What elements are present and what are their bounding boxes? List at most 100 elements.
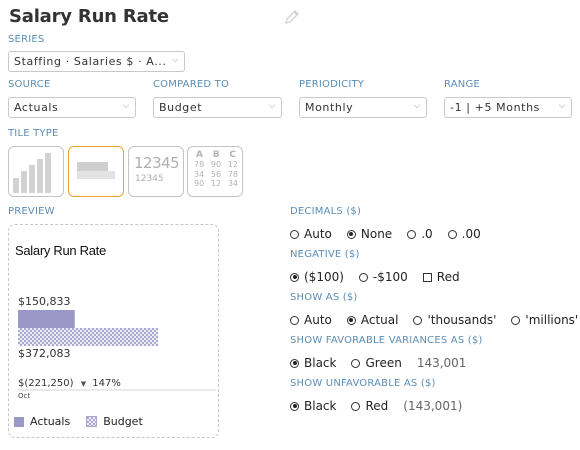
radio-button[interactable] xyxy=(351,358,361,368)
radio-button[interactable] xyxy=(447,229,457,239)
period-label: Oct xyxy=(18,392,31,400)
option-label: Black xyxy=(304,399,337,413)
table-tile-cell: 90 xyxy=(210,160,222,169)
table-tile-cell: 78 xyxy=(194,160,205,169)
table-tile-grid: A B C 78 90 12 34 56 78 90 12 34 xyxy=(194,150,238,189)
series-select[interactable]: Staffing · Salaries $ · A... ⌵ xyxy=(8,51,185,72)
tile-type-horizontal-bar[interactable] xyxy=(68,146,124,197)
tile-type-table[interactable]: A B C 78 90 12 34 56 78 90 12 34 xyxy=(187,146,243,197)
legend-actuals-swatch xyxy=(14,416,24,427)
compared-to-label: COMPARED TO xyxy=(153,79,230,90)
option-label: Auto xyxy=(304,313,332,327)
number-tile-big: 12345 xyxy=(134,154,180,172)
series-label: SERIES xyxy=(8,34,45,45)
radio-button[interactable] xyxy=(346,229,356,239)
legend-actuals-label: Actuals xyxy=(30,415,71,428)
legend-budget-swatch xyxy=(86,416,98,427)
preview-legend: Actuals Budget xyxy=(14,415,143,428)
option-label: .0 xyxy=(421,227,433,241)
negative-label: NEGATIVE ($) xyxy=(290,249,360,260)
compared-to-select[interactable]: Budget ⌵ xyxy=(153,97,282,118)
periodicity-value: Monthly xyxy=(305,101,354,114)
checkbox[interactable] xyxy=(422,272,432,282)
tile-type-bar-chart[interactable] xyxy=(8,146,64,197)
range-select[interactable]: -1 | +5 Months ⌵ xyxy=(444,97,572,118)
decimals-option-one[interactable]: .0 xyxy=(407,227,433,241)
variance-value: $(221,250) xyxy=(18,378,74,389)
range-value: -1 | +5 Months xyxy=(450,101,540,114)
show-as-options: Auto Actual 'thousands' 'millions' xyxy=(290,313,578,327)
decimals-options: Auto None .0 .00 xyxy=(290,227,481,241)
option-label: None xyxy=(360,227,393,241)
favorable-option-black[interactable]: Black xyxy=(290,356,336,370)
number-tile-small: 12345 xyxy=(135,174,164,184)
favorable-sample: 143,001 xyxy=(416,356,467,370)
budget-bar xyxy=(18,328,158,346)
radio-button[interactable] xyxy=(346,315,356,325)
decimals-option-none[interactable]: None xyxy=(346,227,393,241)
show-as-option-auto[interactable]: Auto xyxy=(290,313,332,327)
unfavorable-label: SHOW UNFAVORABLE AS ($) xyxy=(290,378,436,389)
source-label: SOURCE xyxy=(8,79,51,90)
radio-button[interactable] xyxy=(358,272,368,282)
negative-options: ($100) -$100 Red xyxy=(290,270,460,284)
show-as-option-actual[interactable]: Actual xyxy=(346,313,399,327)
preview-label: PREVIEW xyxy=(8,206,55,217)
option-label: Black xyxy=(304,356,337,370)
option-label: Green xyxy=(365,356,402,370)
page-title: Salary Run Rate xyxy=(9,6,169,27)
decimals-label: DECIMALS ($) xyxy=(290,206,362,217)
radio-button[interactable] xyxy=(407,229,417,239)
unfavorable-option-black[interactable]: Black xyxy=(290,399,336,413)
show-as-option-millions[interactable]: 'millions' xyxy=(511,313,578,327)
series-value: Staffing · Salaries $ · A... xyxy=(14,55,167,68)
periodicity-label: PERIODICITY xyxy=(299,79,365,90)
source-select[interactable]: Actuals ⌵ xyxy=(8,97,136,118)
radio-button[interactable] xyxy=(290,401,299,411)
table-tile-cell: 90 xyxy=(194,179,205,188)
negative-red-checkbox[interactable]: Red xyxy=(422,270,460,284)
option-label: 'thousands' xyxy=(427,313,497,327)
tile-type-number[interactable]: 12345 12345 xyxy=(128,146,184,197)
variance-percent: 147% xyxy=(92,378,121,389)
pencil-icon[interactable] xyxy=(283,8,301,26)
favorable-label: SHOW FAVORABLE VARIANCES AS ($) xyxy=(290,335,483,346)
decimals-option-two[interactable]: .00 xyxy=(447,227,481,241)
table-tile-cell: 34 xyxy=(227,179,238,188)
option-label: .00 xyxy=(461,227,481,241)
unfavorable-option-red[interactable]: Red xyxy=(351,399,388,413)
radio-button[interactable] xyxy=(511,315,521,325)
range-label: RANGE xyxy=(444,79,480,90)
legend-budget-label: Budget xyxy=(103,415,143,428)
source-value: Actuals xyxy=(14,101,59,114)
radio-button[interactable] xyxy=(290,272,299,282)
chevron-down-icon: ⌵ xyxy=(413,101,421,111)
negative-option-parens[interactable]: ($100) xyxy=(290,270,344,284)
radio-button[interactable] xyxy=(290,229,299,239)
decimals-option-auto[interactable]: Auto xyxy=(290,227,332,241)
option-label: Red xyxy=(365,399,389,413)
caret-down-icon: ▼ xyxy=(80,380,87,388)
actual-value-label: $150,833 xyxy=(18,295,71,308)
favorable-options: Black Green 143,001 xyxy=(290,356,466,370)
show-as-option-thousands[interactable]: 'thousands' xyxy=(413,313,496,327)
radio-button[interactable] xyxy=(290,358,299,368)
chevron-down-icon: ⌵ xyxy=(558,101,566,111)
table-tile-cell: 12 xyxy=(210,179,222,188)
unfavorable-options: Black Red (143,001) xyxy=(290,399,462,413)
option-label: -$100 xyxy=(372,270,408,284)
radio-button[interactable] xyxy=(413,315,423,325)
preview-title: Salary Run Rate xyxy=(15,243,106,258)
option-label: 'millions' xyxy=(525,313,579,327)
unfavorable-sample: (143,001) xyxy=(403,399,463,413)
compared-to-value: Budget xyxy=(159,101,203,114)
negative-option-minus[interactable]: -$100 xyxy=(358,270,408,284)
preview-chart xyxy=(18,310,216,391)
periodicity-select[interactable]: Monthly ⌵ xyxy=(299,97,427,118)
chevron-down-icon: ⌵ xyxy=(171,55,179,65)
budget-value-label: $372,083 xyxy=(18,347,71,360)
favorable-option-green[interactable]: Green xyxy=(351,356,402,370)
radio-button[interactable] xyxy=(290,315,299,325)
option-label: Actual xyxy=(360,313,399,327)
radio-button[interactable] xyxy=(351,401,361,411)
